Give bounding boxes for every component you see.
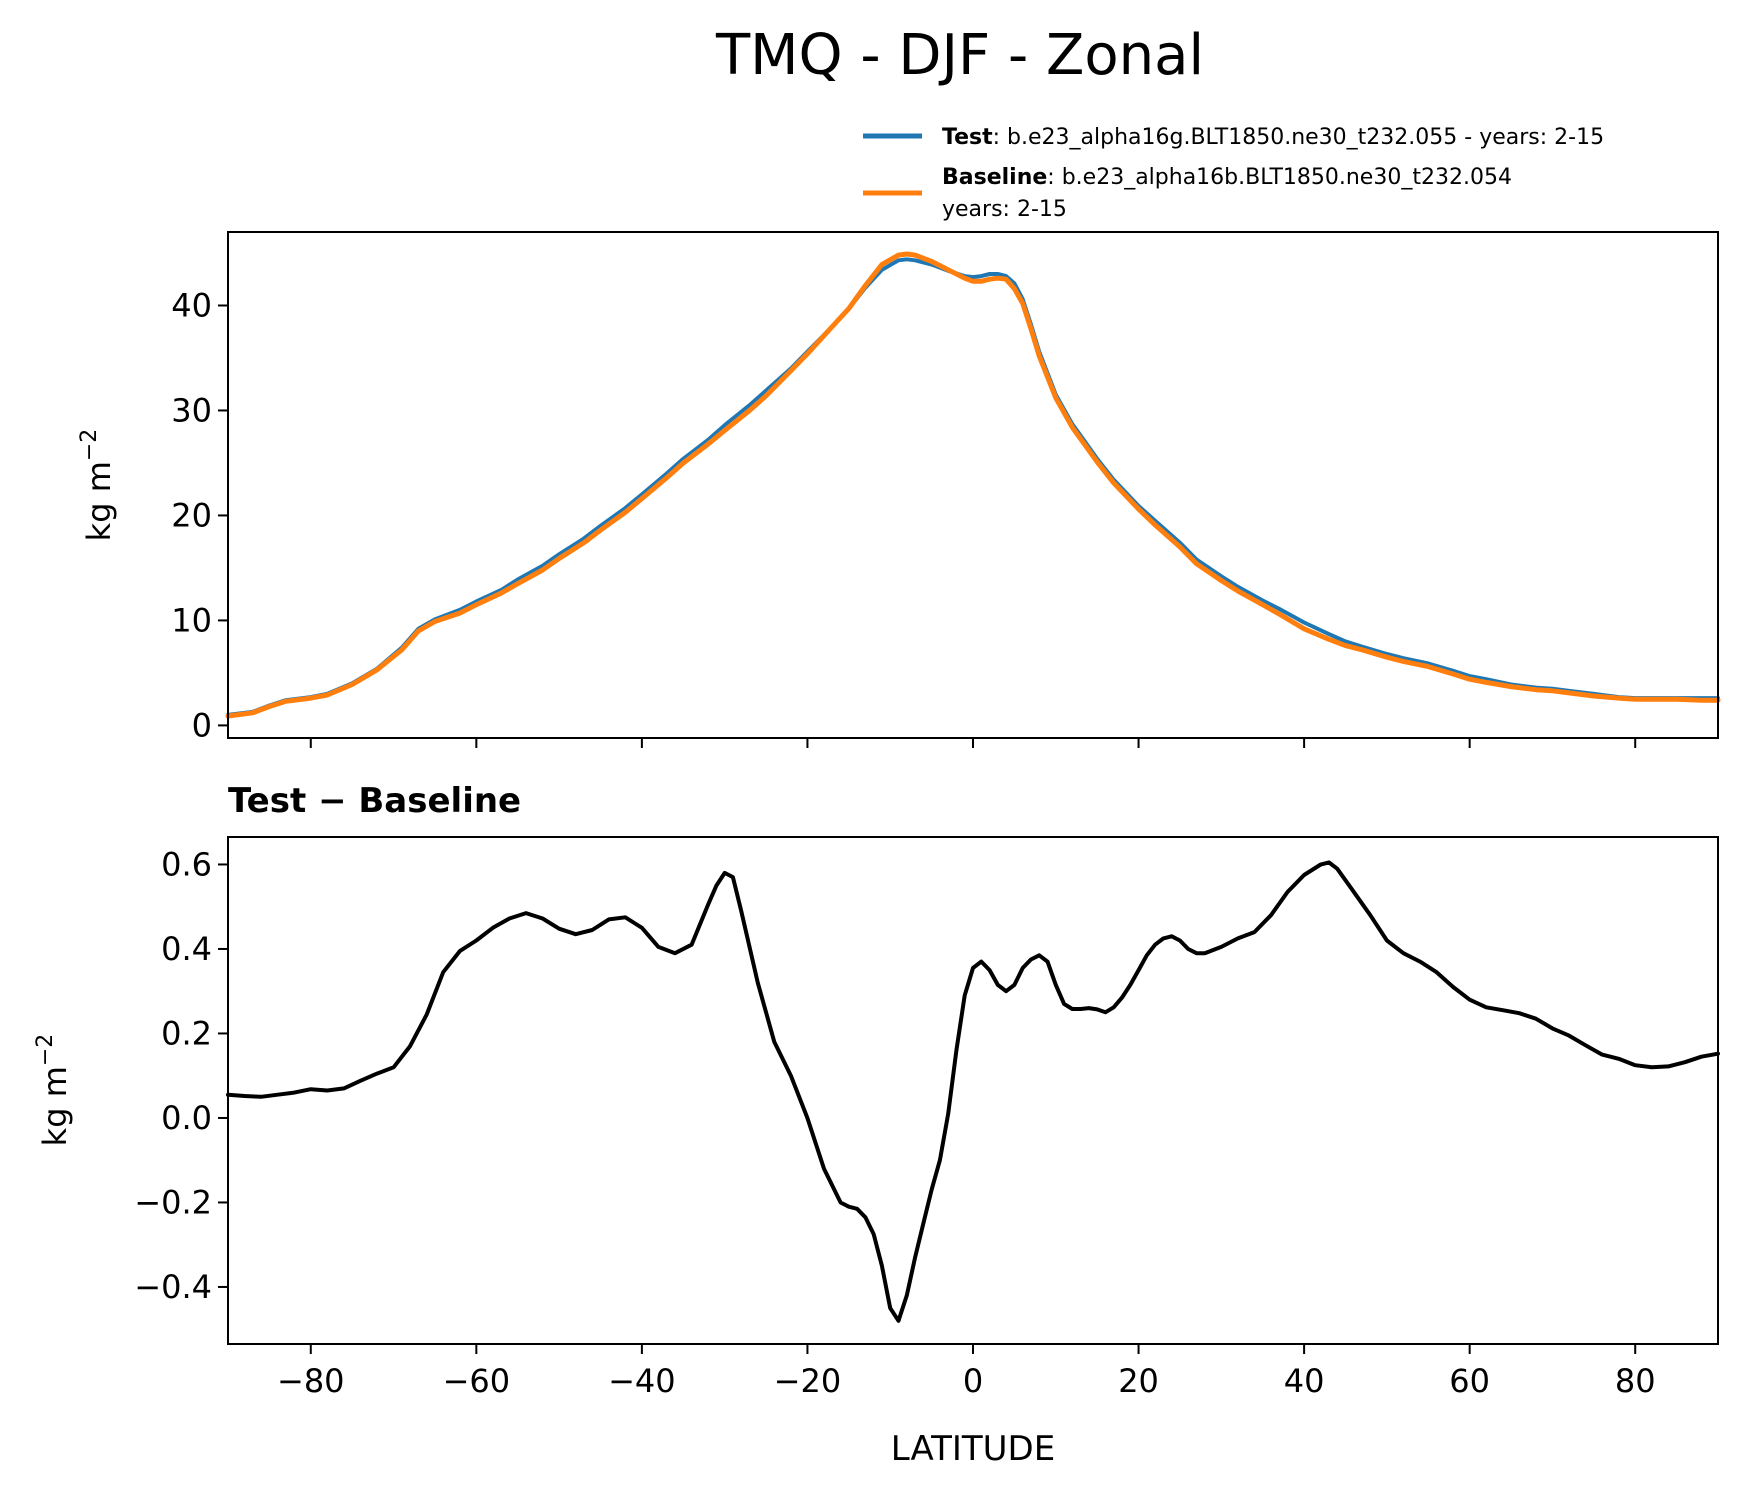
top-series-line-test [226, 257, 1720, 717]
top-ytick-label: 10 [171, 601, 212, 639]
top-ylabel: kg m−2 [77, 429, 118, 542]
top-panel: 0 10 20 30 40 kg m−2 [77, 231, 1721, 748]
bottom-ytick-label: −0.2 [134, 1183, 212, 1221]
bottom-xlabel: LATITUDE [891, 1429, 1055, 1469]
top-plot-frame [227, 231, 1719, 739]
bottom-panel: Test − Baseline −0.4−0.20.00.20.40.6−80−… [33, 781, 1720, 1469]
top-series-lines [225, 251, 1721, 719]
legend: Test: b.e23_alpha16g.BLT1850.ne30_t232.0… [863, 125, 1604, 222]
svg-text:Test: b.e23_alpha16g.BLT1850.n: Test: b.e23_alpha16g.BLT1850.ne30_t232.0… [942, 125, 1604, 150]
bottom-xtick-label: −20 [774, 1362, 842, 1400]
bottom-xtick-label: 0 [963, 1362, 983, 1400]
figure-title: TMQ - DJF - Zonal [715, 23, 1204, 88]
svg-text:Baseline: b.e23_alpha16b.BLT18: Baseline: b.e23_alpha16b.BLT1850.ne30_t2… [942, 165, 1512, 190]
top-ytick-label: 40 [171, 286, 212, 324]
bottom-xtick-label: −40 [608, 1362, 676, 1400]
bottom-ylabel: kg m−2 [33, 1034, 74, 1147]
top-axis-ticks: 0 10 20 30 40 [171, 286, 1637, 748]
legend-test-name: Test [942, 125, 993, 150]
top-ytick-label: 30 [171, 391, 212, 429]
legend-baseline-desc: : b.e23_alpha16b.BLT1850.ne30_t232.054 [1047, 165, 1512, 190]
top-series-line-baseline [225, 251, 1721, 719]
bottom-ytick-label: −0.4 [134, 1268, 212, 1306]
top-ytick-label: 0 [192, 706, 212, 744]
top-ytick-label: 20 [171, 496, 212, 534]
legend-baseline-desc2: years: 2-15 [942, 197, 1067, 222]
bottom-ytick-label: 0.0 [161, 1099, 212, 1137]
bottom-xtick-label: 20 [1118, 1362, 1159, 1400]
bottom-xtick-label: 40 [1284, 1362, 1325, 1400]
bottom-series-lines [226, 860, 1720, 1323]
legend-test-desc: : b.e23_alpha16g.BLT1850.ne30_t232.055 -… [993, 125, 1604, 150]
bottom-xtick-label: 60 [1449, 1362, 1490, 1400]
bottom-series-line-test-baseline [226, 860, 1720, 1323]
bottom-xtick-label: −60 [443, 1362, 511, 1400]
bottom-ytick-label: 0.6 [161, 845, 212, 883]
bottom-panel-title: Test − Baseline [228, 781, 521, 821]
bottom-xtick-label: 80 [1615, 1362, 1656, 1400]
bottom-plot-frame [227, 836, 1719, 1345]
bottom-ytick-label: 0.4 [161, 930, 212, 968]
bottom-axis-ticks: −0.4 −0.2 0.0 0.2 0.4 0.6 −80 −60 −40 −20 0 20 40 60 8… [134, 845, 1655, 1400]
bottom-ytick-label: 0.2 [161, 1014, 212, 1052]
bottom-xtick-label: −80 [277, 1362, 345, 1400]
legend-baseline-name: Baseline [942, 165, 1047, 190]
